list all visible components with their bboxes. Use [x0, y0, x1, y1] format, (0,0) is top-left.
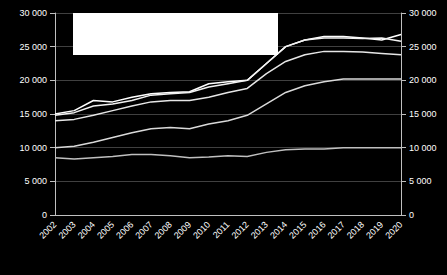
svg-text:2009: 2009 — [172, 219, 193, 240]
svg-text:2005: 2005 — [95, 219, 116, 240]
svg-text:2017: 2017 — [326, 219, 347, 240]
svg-text:10 000: 10 000 — [409, 143, 437, 153]
svg-text:15 000: 15 000 — [19, 109, 47, 119]
svg-text:25 000: 25 000 — [409, 42, 437, 52]
svg-text:20 000: 20 000 — [409, 75, 437, 85]
svg-text:2019: 2019 — [364, 219, 385, 240]
svg-text:2010: 2010 — [191, 219, 212, 240]
svg-text:2013: 2013 — [249, 219, 270, 240]
svg-text:2004: 2004 — [76, 219, 97, 240]
svg-text:15 000: 15 000 — [409, 109, 437, 119]
svg-text:2018: 2018 — [345, 219, 366, 240]
svg-text:10 000: 10 000 — [19, 143, 47, 153]
svg-text:2014: 2014 — [268, 219, 289, 240]
svg-text:0: 0 — [409, 210, 414, 220]
svg-text:2012: 2012 — [230, 219, 251, 240]
svg-text:2015: 2015 — [287, 219, 308, 240]
svg-text:30 000: 30 000 — [409, 8, 437, 18]
svg-text:2011: 2011 — [211, 219, 232, 240]
svg-text:20 000: 20 000 — [19, 75, 47, 85]
svg-text:25 000: 25 000 — [19, 42, 47, 52]
svg-text:2020: 2020 — [383, 219, 404, 240]
svg-text:2008: 2008 — [153, 219, 174, 240]
svg-text:2007: 2007 — [133, 219, 154, 240]
svg-text:30 000: 30 000 — [19, 8, 47, 18]
svg-text:5 000: 5 000 — [24, 176, 47, 186]
svg-text:0: 0 — [42, 210, 47, 220]
svg-text:2006: 2006 — [114, 219, 135, 240]
svg-text:2002: 2002 — [37, 219, 58, 240]
svg-text:5 000: 5 000 — [409, 176, 432, 186]
svg-text:2016: 2016 — [306, 219, 327, 240]
svg-text:2003: 2003 — [57, 219, 78, 240]
